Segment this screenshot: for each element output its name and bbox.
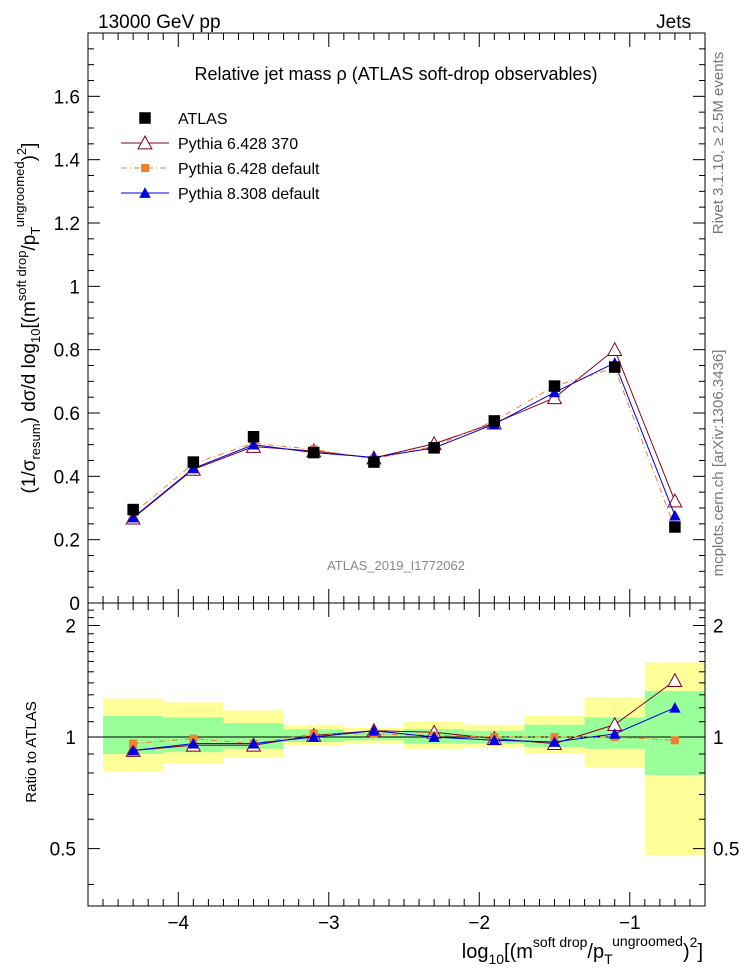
ratio-point xyxy=(667,672,683,687)
x-tick-label: −1 xyxy=(619,913,641,934)
main-y-tick-label: 1.4 xyxy=(54,151,81,172)
legend-marker xyxy=(139,187,151,198)
main-title: Relative jet mass ρ (ATLAS soft-drop obs… xyxy=(194,64,597,84)
series-1 xyxy=(125,341,683,525)
header-right: Jets xyxy=(656,12,691,33)
main-y-tick-label: 0.8 xyxy=(54,341,80,362)
main-y-tick-label: 1 xyxy=(69,277,80,298)
legend-marker xyxy=(139,112,151,124)
ratio-point xyxy=(307,731,320,742)
main-y-tick-labels: 0 0.2 0.4 0.6 0.8 1 1.2 1.4 1.6 xyxy=(54,87,81,615)
main-y-tick-label: 0 xyxy=(69,594,80,615)
ratio-panel: 0.5 0.5 1 1 2 2 −4 −3 −2 −1 Ratio to ATLAS log10… xyxy=(23,602,740,967)
ratio-y-tick-label-right: 1 xyxy=(713,728,724,749)
ratio-y-tick-label-right: 2 xyxy=(713,616,724,637)
legend-entry: Pythia 6.428 default xyxy=(121,161,320,178)
main-ticks xyxy=(87,32,705,604)
ratio-point xyxy=(548,736,561,747)
ratio-y-tick-label: 2 xyxy=(65,616,76,637)
legend-entry: Pythia 6.428 370 xyxy=(121,135,298,153)
ratio-line xyxy=(133,680,676,751)
ratio-series xyxy=(125,672,683,757)
legend-label: Pythia 6.428 370 xyxy=(178,136,298,153)
x-tick-label: −2 xyxy=(468,913,490,934)
ratio-point xyxy=(428,731,440,742)
ratio-point xyxy=(488,734,501,746)
main-panel: Relative jet mass ρ (ATLAS soft-drop obs… xyxy=(12,32,706,615)
data-point xyxy=(667,493,683,508)
x-tick-label: −4 xyxy=(167,913,189,934)
watermark: ATLAS_2019_I1772062 xyxy=(327,558,465,573)
svg-text:log10[(msoft drop/pTungroomed): log10[(msoft drop/pTungroomed)2] xyxy=(462,933,703,967)
data-point xyxy=(428,442,440,454)
series-3 xyxy=(127,357,681,523)
data-point xyxy=(548,380,561,392)
main-y-tick-label: 0.6 xyxy=(54,404,80,425)
data-point xyxy=(247,431,260,443)
ratio-point xyxy=(247,737,260,749)
legend-label: Pythia 6.428 default xyxy=(178,161,320,178)
ratio-series-2 xyxy=(127,701,681,756)
data-point xyxy=(247,438,260,450)
legend-entry: ATLAS xyxy=(139,111,228,128)
data-point xyxy=(368,456,380,468)
ratio-bands xyxy=(103,662,705,856)
data-point xyxy=(608,361,621,373)
ratio-point xyxy=(669,701,681,713)
data-point xyxy=(669,509,681,521)
data-point xyxy=(187,456,200,468)
rivet-label: Rivet 3.1.10, ≥ 2.5M events xyxy=(710,52,727,235)
series-line xyxy=(132,367,676,529)
header-left: 13000 GeV pp xyxy=(98,12,221,33)
ratio-point xyxy=(129,739,138,748)
ratio-y-tick-label: 1 xyxy=(65,728,76,749)
data-point xyxy=(488,415,501,427)
main-y-tick-label: 1.2 xyxy=(54,214,80,235)
ratio-y-tick-labels: 0.5 0.5 1 1 2 2 xyxy=(50,616,740,860)
ratio-y-tick-label-right: 0.5 xyxy=(713,840,739,861)
data-point xyxy=(548,386,561,398)
legend: ATLAS Pythia 6.428 370 Pythia 6.428 defaul… xyxy=(121,111,320,203)
ratio-ticks xyxy=(87,603,705,906)
data-point xyxy=(187,462,200,474)
ratio-y-tick-label: 0.5 xyxy=(50,840,76,861)
data-point xyxy=(669,521,681,533)
legend-marker xyxy=(141,164,149,172)
data-point xyxy=(606,341,623,357)
series-line xyxy=(132,348,676,519)
series-0 xyxy=(127,361,681,533)
ratio-point xyxy=(368,724,380,736)
legend-marker xyxy=(137,135,153,150)
legend-label: ATLAS xyxy=(178,111,228,128)
main-y-tick-label: 0.2 xyxy=(54,531,80,552)
main-y-tick-label: 1.6 xyxy=(54,87,80,108)
data-point xyxy=(127,511,139,523)
ratio-point xyxy=(127,744,139,756)
mcplots-label: mcplots.cern.ch [arXiv:1306.3436] xyxy=(710,350,727,577)
data-point xyxy=(307,446,320,459)
ratio-point xyxy=(187,737,200,749)
x-axis-label: log10[(msoft drop/pTungroomed)2] xyxy=(462,933,703,967)
main-y-tick-label: 0.4 xyxy=(54,467,81,488)
svg-text:(1/σresum) dσ/d log10[(msoft d: (1/σresum) dσ/d log10[(msoft drop/pTungr… xyxy=(12,143,43,494)
series-2 xyxy=(129,364,679,533)
ratio-y-axis-label: Ratio to ATLAS xyxy=(23,701,40,802)
data-point xyxy=(127,503,139,516)
x-tick-label: −3 xyxy=(318,913,340,934)
main-series xyxy=(125,341,683,533)
ratio-point xyxy=(608,728,621,739)
ratio-point xyxy=(670,736,679,745)
main-y-axis-label: (1/σresum) dσ/d log10[(msoft drop/pTungr… xyxy=(12,143,43,494)
legend-entry: Pythia 8.308 default xyxy=(121,186,320,203)
ratio-line xyxy=(133,707,676,751)
ratio-x-tick-labels: −4 −3 −2 −1 xyxy=(167,913,640,934)
series-line xyxy=(132,362,676,518)
legend-label: Pythia 8.308 default xyxy=(178,186,320,203)
